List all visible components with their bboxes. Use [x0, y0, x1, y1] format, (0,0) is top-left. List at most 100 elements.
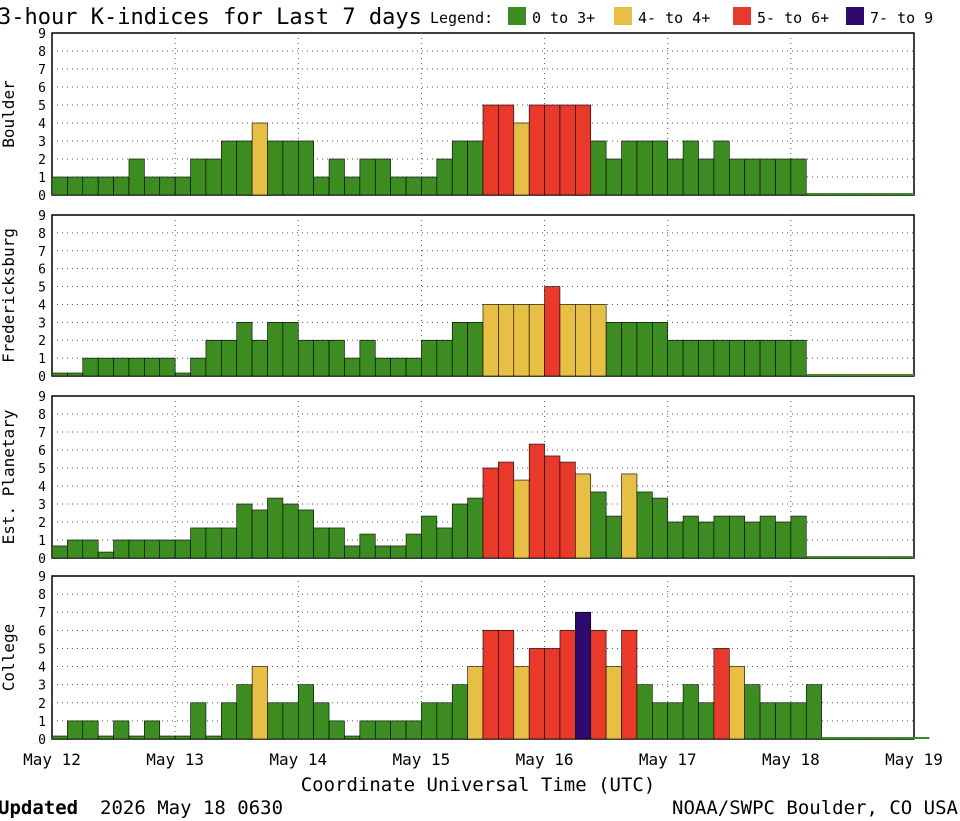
k-index-bar — [498, 461, 515, 559]
k-index-bar — [467, 140, 484, 196]
k-index-bar — [251, 339, 268, 377]
k-index-bar — [159, 176, 176, 196]
no-data-marker — [898, 556, 914, 558]
y-tick-label: 7 — [38, 426, 46, 441]
k-index-bar — [390, 357, 407, 377]
k-index-bar — [374, 720, 391, 740]
k-index-bar — [559, 304, 576, 377]
station-label: Est. Planetary — [0, 409, 18, 544]
y-tick-label: 6 — [38, 81, 46, 96]
k-index-bar — [359, 720, 376, 740]
updated-timestamp: 2026 May 18 0630 — [100, 797, 283, 819]
k-index-bar — [390, 176, 407, 196]
no-data-marker — [898, 193, 914, 195]
k-index-bar — [267, 702, 284, 740]
k-index-bar — [82, 357, 99, 377]
k-index-bar — [698, 339, 715, 377]
y-tick-label: 0 — [38, 189, 46, 204]
k-index-bar — [421, 176, 438, 196]
k-index-bar — [667, 339, 684, 377]
k-index-bar — [544, 104, 561, 196]
k-index-bar — [652, 322, 669, 377]
y-tick-label: 9 — [38, 390, 46, 405]
no-data-marker — [898, 374, 914, 376]
k-index-bar — [744, 158, 761, 196]
k-index-bar — [190, 158, 207, 196]
k-index-bar — [652, 497, 669, 559]
x-tick-label: May 13 — [146, 750, 204, 769]
no-data-marker — [867, 374, 884, 376]
k-index-bar — [698, 158, 715, 196]
credit-text: NOAA/SWPC Boulder, CO USA — [672, 797, 959, 819]
k-index-bar — [67, 372, 84, 377]
panel-2: 0 1 2 3 4 5 6 7 8 9 Est. Planetary — [0, 390, 915, 567]
y-tick-label: 4 — [38, 480, 46, 495]
k-index-bar — [128, 158, 145, 196]
k-index-bar — [344, 357, 361, 377]
no-data-marker — [821, 737, 838, 739]
y-tick-label: 7 — [38, 606, 46, 621]
k-index-bar — [405, 357, 422, 377]
k-index-bar — [236, 503, 253, 559]
k-index-bar — [82, 539, 99, 559]
k-index-bar — [82, 176, 99, 196]
k-index-bar — [97, 551, 114, 559]
k-index-bar — [359, 533, 376, 559]
k-index-bar — [775, 702, 792, 740]
k-index-bar — [744, 684, 761, 740]
k-index-bar — [128, 539, 145, 559]
k-index-bar — [205, 339, 222, 377]
y-tick-label: 3 — [38, 135, 46, 150]
k-index-bar — [236, 322, 253, 377]
y-tick-label: 7 — [38, 245, 46, 260]
x-tick-label: May 14 — [269, 750, 327, 769]
k-index-bar — [421, 702, 438, 740]
k-index-bar — [221, 702, 238, 740]
k-index-bar — [51, 372, 68, 377]
k-index-bar — [559, 630, 576, 740]
k-index-bar — [190, 527, 207, 559]
k-index-bar — [390, 545, 407, 559]
k-index-bar — [513, 479, 530, 559]
k-index-bar — [436, 158, 453, 196]
y-tick-label: 8 — [38, 408, 46, 423]
k-index-bar — [667, 158, 684, 196]
k-index-bar — [174, 176, 191, 196]
no-data-marker — [806, 193, 822, 195]
y-tick-label: 2 — [38, 334, 46, 349]
k-index-bar — [282, 322, 299, 377]
no-data-marker — [883, 737, 899, 739]
k-index-bar — [482, 304, 499, 377]
k-index-bar — [159, 539, 176, 559]
legend-swatch — [846, 7, 864, 25]
k-index-bar — [436, 339, 453, 377]
legend-entry-label: 4- to 4+ — [638, 9, 710, 27]
k-index-bar — [636, 140, 653, 196]
k-index-bar — [790, 339, 807, 377]
y-tick-label: 3 — [38, 316, 46, 331]
k-index-bar — [328, 527, 345, 559]
k-index-bar — [267, 140, 284, 196]
k-index-bar — [513, 666, 530, 740]
k-index-bar — [374, 158, 391, 196]
k-index-bar — [451, 140, 468, 196]
k-index-bar — [790, 702, 807, 740]
k-index-bar — [374, 545, 391, 559]
y-tick-label: 3 — [38, 679, 46, 694]
x-tick-label: May 15 — [393, 750, 451, 769]
k-index-bar — [728, 158, 745, 196]
no-data-marker — [837, 374, 853, 376]
k-index-bar — [344, 176, 361, 196]
k-index-bar — [267, 322, 284, 377]
station-label: Boulder — [0, 80, 18, 148]
k-index-bar — [359, 339, 376, 377]
k-index-bar — [313, 702, 330, 740]
k-index-bar — [67, 539, 84, 559]
y-tick-label: 8 — [38, 45, 46, 60]
k-index-bar — [759, 702, 776, 740]
k-index-bar — [805, 684, 822, 740]
x-tick-label: May 16 — [516, 750, 574, 769]
k-index-bar — [482, 467, 499, 559]
k-index-bar — [467, 666, 484, 740]
x-tick-label: May 18 — [762, 750, 820, 769]
